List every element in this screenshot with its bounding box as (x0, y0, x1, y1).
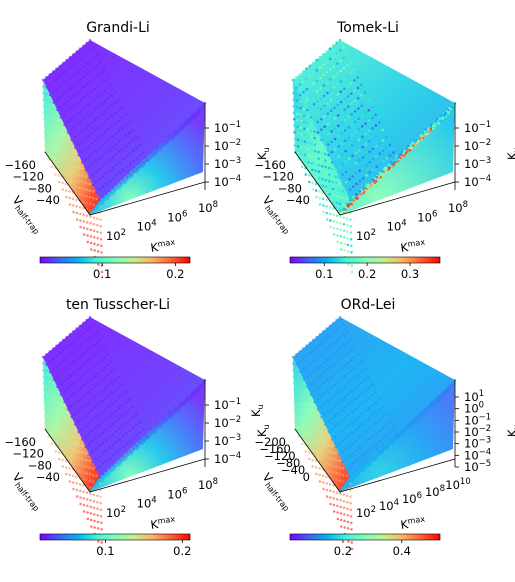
y-tick-label: 102 (106, 505, 126, 520)
x-tick-label: −80 (28, 458, 52, 472)
scatter-face-top (43, 40, 205, 200)
z-axis-label: Ku (255, 147, 271, 160)
z-tick-label: 10−3 (214, 156, 241, 171)
y-tick-label: 104 (379, 498, 399, 513)
y-tick-label: 108 (448, 200, 468, 215)
x-tick-label: −160 (4, 435, 36, 449)
data-points (41, 38, 207, 274)
data-points (291, 315, 457, 551)
panel-title: Grandi-Li (86, 20, 150, 36)
y-tick-label: 108 (425, 484, 445, 499)
colorbar-tick-label: 0.1 (315, 267, 333, 281)
z-tick-label: 10−4 (464, 447, 491, 462)
y-tick-label: 106 (402, 491, 422, 506)
x-tick-label: −120 (12, 447, 44, 461)
x-tick-label: −40 (281, 463, 305, 477)
z-tick-label: 10−4 (464, 174, 491, 189)
y-axis-label: Kmax (150, 238, 177, 255)
panel-title: ORd-Lei (341, 297, 396, 313)
x-tick-label: −120 (264, 449, 296, 463)
z-tick-label: 10−4 (214, 451, 241, 466)
y-axis-label: Kmax (400, 515, 427, 532)
colorbar (39, 256, 191, 264)
data-points (291, 38, 457, 274)
colorbar (289, 533, 441, 541)
y-tick-label: 104 (137, 496, 157, 511)
z-tick-label: 100 (464, 401, 484, 416)
z-tick-label: 10−3 (464, 156, 491, 171)
axes (294, 380, 456, 493)
colorbar (39, 533, 191, 541)
z-tick-label: 10−1 (464, 120, 491, 135)
z-tick-label: 101 (464, 389, 484, 404)
z-axis-label: Ku (249, 404, 265, 417)
axes (44, 380, 206, 493)
colorbar-tick-label: 0.2 (166, 267, 184, 281)
axes (44, 103, 206, 216)
y-tick-label: 1010 (445, 477, 470, 492)
y-tick-label: 104 (137, 219, 157, 234)
x-tick-label: −160 (4, 158, 36, 172)
axes (294, 103, 456, 216)
x-tick-label: −80 (28, 181, 52, 195)
scatter-face-top (293, 317, 455, 477)
panel-title: Tomek-Li (336, 20, 399, 36)
colorbar-tick-label: 0.4 (393, 544, 411, 558)
z-tick-label: 10−1 (464, 412, 491, 427)
z-tick-label: 10−3 (214, 433, 241, 448)
y-tick-label: 104 (387, 219, 407, 234)
y-tick-label: 106 (167, 486, 187, 501)
z-axis-label: Ku (255, 424, 271, 437)
colorbar-tick-label: 0.3 (401, 267, 419, 281)
colorbar-tick-label: 0.2 (173, 544, 191, 558)
z-tick-label: 10−2 (214, 415, 241, 430)
y-axis-label: Kmax (150, 515, 177, 532)
z-tick-label: 10−1 (214, 120, 241, 135)
x-tick-label: −200 (254, 435, 286, 449)
x-tick-label: −80 (278, 181, 302, 195)
y-tick-label: 102 (356, 505, 376, 520)
colorbar-tick-label: 0.2 (358, 267, 376, 281)
z-tick-label: 10−2 (464, 138, 491, 153)
y-tick-label: 108 (198, 200, 218, 215)
z-tick-label: 10−2 (464, 424, 491, 439)
y-tick-label: 102 (106, 228, 126, 243)
scatter-face-top (43, 317, 205, 477)
x-tick-label: −40 (286, 193, 310, 207)
z-tick-label: 10−1 (214, 397, 241, 412)
colorbar-tick-label: 0.1 (96, 544, 114, 558)
y-tick-label: 106 (417, 209, 437, 224)
x-tick-label: −80 (276, 456, 300, 470)
y-axis-label: Kmax (400, 238, 427, 255)
z-tick-label: 10−4 (214, 174, 241, 189)
subplot-3: ten Tusscher-Li−160−120−80−40Vhalf-trap1… (4, 297, 271, 558)
x-tick-label: −120 (12, 170, 44, 184)
x-tick-label: −40 (36, 470, 60, 484)
z-tick-label: 10−5 (464, 459, 491, 474)
colorbar-tick-label: 0.2 (334, 544, 352, 558)
y-tick-label: 102 (356, 228, 376, 243)
scatter-face-top (293, 40, 455, 200)
x-tick-label: −40 (36, 193, 60, 207)
x-tick-label: −160 (259, 442, 291, 456)
y-tick-label: 106 (167, 209, 187, 224)
x-tick-label: 0 (303, 470, 310, 484)
colorbar-tick-label: 0.1 (93, 267, 111, 281)
z-axis-label: Ku (505, 147, 515, 160)
panel-title: ten Tusscher-Li (66, 297, 170, 313)
z-axis-label: Ku (505, 424, 515, 437)
colorbar (289, 256, 441, 264)
x-tick-label: −120 (262, 170, 294, 184)
z-tick-label: 10−3 (464, 436, 491, 451)
y-tick-label: 108 (198, 477, 218, 492)
z-tick-label: 10−2 (214, 138, 241, 153)
data-points (41, 315, 207, 551)
x-tick-label: −160 (254, 158, 286, 172)
